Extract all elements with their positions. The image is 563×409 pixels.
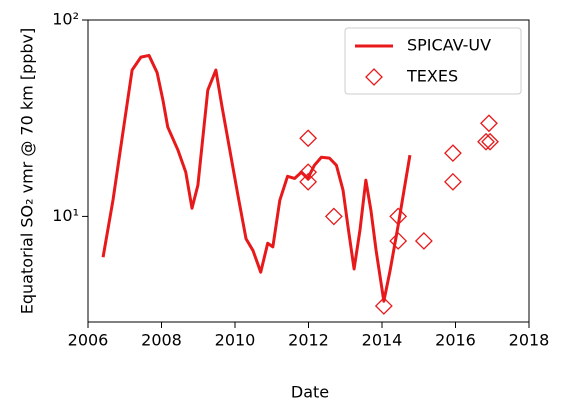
scatter-point xyxy=(374,297,393,315)
x-tick-label: 2006 xyxy=(68,331,109,350)
scatter-point xyxy=(324,207,343,226)
y-tick-label: 10¹ xyxy=(52,206,79,225)
legend-marker xyxy=(365,68,383,86)
x-tick-label: 2008 xyxy=(141,331,182,350)
scatter-point xyxy=(414,232,433,250)
scatter-point xyxy=(389,232,408,250)
scatter-point xyxy=(389,207,408,226)
scatter-point xyxy=(299,129,318,148)
plot-frame xyxy=(87,19,530,323)
scatter-point xyxy=(481,132,499,151)
x-axis-label: Date xyxy=(291,383,329,402)
x-tick-label: 2016 xyxy=(435,331,476,350)
line-series xyxy=(101,53,412,303)
x-tick-label: 2014 xyxy=(362,331,403,350)
y-axis-label: Equatorial SO₂ vmr @ 70 km [ppbv] xyxy=(18,28,37,315)
scatter-point xyxy=(444,172,462,191)
x-tick-label: 2018 xyxy=(509,331,550,350)
scatter-point xyxy=(477,132,495,151)
scatter-point xyxy=(444,144,462,163)
x-tick-label: 2010 xyxy=(215,331,256,350)
legend-label: TEXES xyxy=(406,67,458,86)
scatter-point xyxy=(299,172,318,191)
scatter-point xyxy=(480,114,498,133)
y-tick-label: 10² xyxy=(52,10,79,29)
scatter-point xyxy=(299,163,318,182)
x-tick-label: 2012 xyxy=(288,331,329,350)
legend-label: SPICAV-UV xyxy=(407,36,491,55)
